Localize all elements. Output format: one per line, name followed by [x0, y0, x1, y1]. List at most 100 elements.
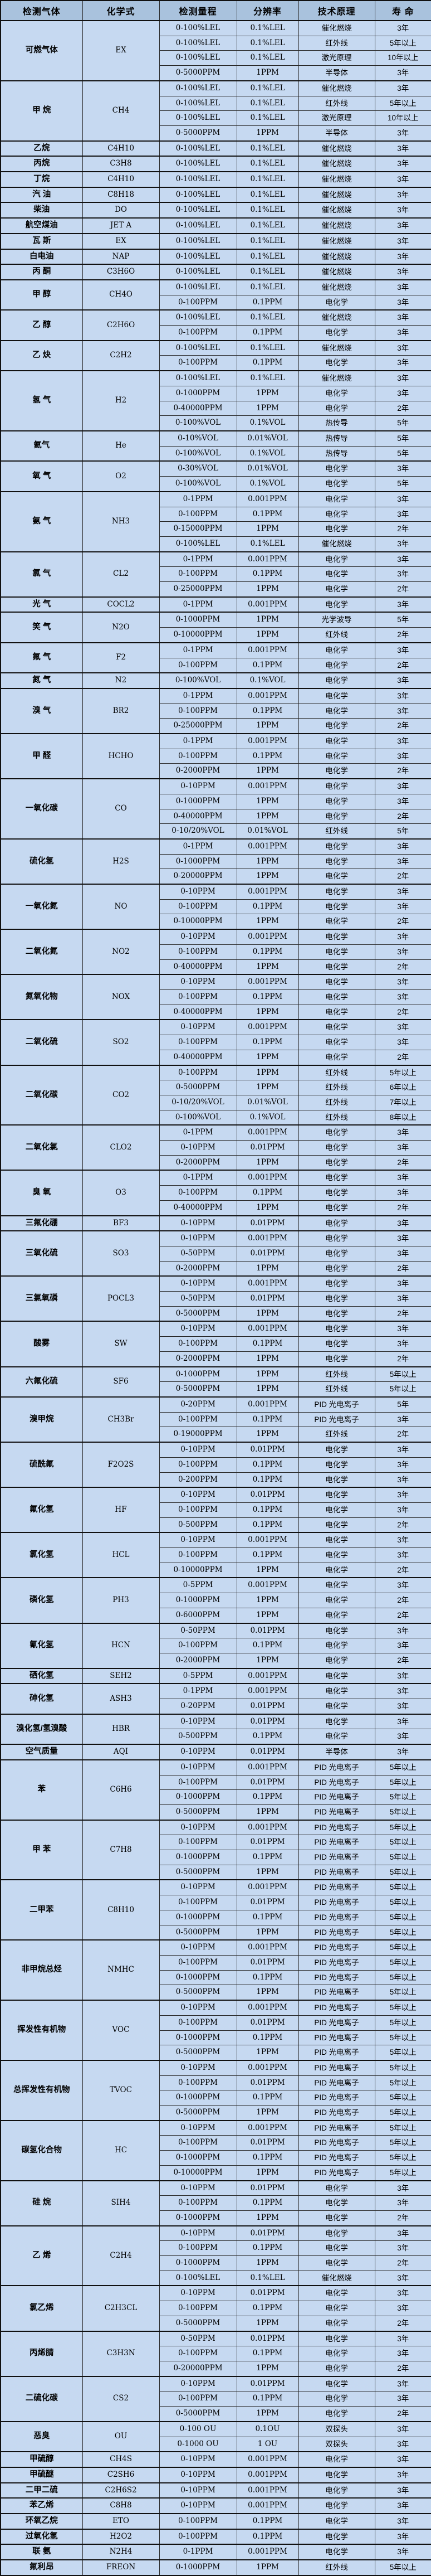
chemical-formula-cell: N2	[82, 672, 160, 689]
resolution-cell: 0.1PPM	[236, 2090, 299, 2106]
chemical-formula-cell: C2H3CL	[82, 2285, 160, 2332]
range-cell: 0-5000PPM	[159, 1306, 237, 1322]
principle-cell: PID 光电离子	[298, 2059, 375, 2076]
principle-cell: 电化学	[298, 2240, 375, 2257]
gas-name-cell: 白电油	[0, 248, 83, 265]
chemical-formula-cell: CH4O	[82, 279, 160, 311]
range-cell: 0-10PPM	[159, 2059, 237, 2076]
principle-cell: 催化燃烧	[298, 20, 375, 36]
principle-cell: PID 光电离子	[298, 1774, 375, 1791]
range-cell: 0-10PPM	[159, 2119, 237, 2136]
resolution-cell: 0.01PPM	[236, 1955, 299, 1971]
range-cell: 0-5000PPM	[159, 2105, 237, 2121]
lifespan-cell: 3年	[374, 2330, 431, 2347]
principle-cell: 电化学	[298, 763, 375, 779]
resolution-cell: 0.001PPM	[236, 1667, 299, 1684]
chemical-formula-cell: POCL3	[82, 1275, 160, 1322]
table-row: 0-20PPM 0.01PPM 电化学 3年	[1, 1699, 431, 1715]
principle-cell: PID 光电离子	[298, 1396, 375, 1413]
resolution-cell: 0.01PPM	[236, 2135, 299, 2151]
resolution-cell: 0.001PPM	[236, 687, 299, 704]
table-row: 0-100%VOL 0.1%VOL 热传导 5年	[1, 415, 431, 431]
lifespan-cell: 3年	[374, 1291, 431, 1307]
resolution-cell: 0.1PPM	[236, 506, 299, 522]
range-cell: 0-1PPM	[159, 596, 237, 613]
lifespan-cell: 3年	[374, 778, 431, 794]
principle-cell: 电化学	[298, 596, 375, 613]
lifespan-cell: 3年	[374, 1638, 431, 1653]
resolution-cell: 0.001PPM	[236, 2497, 299, 2514]
table-row: 砷化氢 ASH3 0-1PPM 0.001PPM 电化学 3年	[0, 1683, 431, 1715]
range-cell: 0-5000PPM	[159, 1804, 237, 1821]
resolution-cell: 1PPM	[236, 1351, 299, 1367]
table-row: 0-100PPM 0.1PPM 电化学 3年	[1, 1035, 431, 1050]
table-row: 甲 醇 CH4O 0-100%LEL 0.1%LEL 催化燃烧 3年	[0, 279, 431, 311]
lifespan-cell: 5年以上	[374, 2015, 431, 2031]
table-row: 0-100%LEL 0.1%LEL 激光原理 10年以上	[1, 110, 431, 126]
table-row: 0-100PPM 0.1PPM 电化学 3年	[1, 1547, 431, 1563]
lifespan-cell: 5年以上	[374, 2075, 431, 2091]
chemical-formula-cell: OU	[82, 2420, 160, 2452]
table-row: 恶臭 OU 0-100 OU 0.1OU 双探头 3年	[0, 2420, 431, 2452]
table-row: 0-5000PPM 1PPM PID 光电离子 5年以上	[1, 1924, 431, 1941]
table-row: 联 氨 N2H4 0-1PPM 0.001PPM 电化学 3年	[0, 2544, 431, 2560]
gas-name-cell: 三氧化硫	[0, 1230, 83, 1277]
table-row: 0-500PPM 0.1PPM 电化学 2年	[1, 1517, 431, 1533]
range-cell: 0-100PPM	[159, 2240, 237, 2257]
chemical-formula-cell: H2O2	[82, 2528, 160, 2545]
gas-name-cell: 可燃气体	[0, 20, 83, 81]
gas-name-cell: 氟化氢	[0, 1487, 83, 1533]
range-cell: 0-40000PPM	[159, 400, 237, 416]
lifespan-cell: 3年	[374, 974, 431, 991]
resolution-cell: 1PPM	[236, 763, 299, 779]
resolution-cell: 0.001PPM	[236, 929, 299, 945]
range-cell: 0-2000PPM	[159, 1260, 237, 1277]
range-cell: 0-100PPM	[159, 294, 237, 311]
lifespan-cell: 5年以上	[374, 1774, 431, 1791]
lifespan-cell: 5年以上	[374, 1064, 431, 1081]
range-cell: 0-100PPM	[159, 1547, 237, 1563]
table-row: 臭 氧 O3 0-1PPM 0.001PPM 电化学 3年	[0, 1170, 431, 1216]
chemical-formula-cell: BF3	[82, 1215, 160, 1231]
resolution-cell: 0.1PPM	[236, 1336, 299, 1352]
resolution-cell: 0.1PPM	[236, 1457, 299, 1473]
table-row: 0-10000PPM 1PPM 电化学 2年	[1, 914, 431, 930]
column-header-5: 寿 命	[374, 0, 431, 21]
range-cell: 0-1000PPM	[159, 612, 237, 628]
principle-cell: 电化学	[298, 2315, 375, 2332]
table-row: 0-5000PPM 1PPM 红外线 6年以上	[1, 1080, 431, 1095]
lifespan-cell: 3年	[374, 2513, 431, 2530]
table-row: 0-100PPM 0.01PPM PID 光电离子 5年以上	[1, 1895, 431, 1910]
principle-cell: PID 光电离子	[298, 1850, 375, 1865]
resolution-cell: 0.001PPM	[236, 642, 299, 658]
principle-cell: 电化学	[298, 1562, 375, 1578]
gas-name-cell: 氧 气	[0, 460, 83, 492]
range-cell: 0-10000PPM	[159, 914, 237, 930]
lifespan-cell: 3年	[374, 279, 431, 295]
resolution-cell: 0.001PPM	[236, 1124, 299, 1141]
lifespan-cell: 2年	[374, 808, 431, 824]
principle-cell: 电化学	[298, 2497, 375, 2514]
resolution-cell: 0.1%LEL	[236, 80, 299, 96]
resolution-cell: 1PPM	[236, 2315, 299, 2332]
resolution-cell: 0.001PPM	[236, 1532, 299, 1549]
table-row: 0-2000PPM 1PPM 电化学 2年	[1, 1652, 431, 1669]
lifespan-cell: 5年以上	[374, 1789, 431, 1805]
column-header-3: 分辨率	[236, 0, 299, 21]
principle-cell: PID 光电离子	[298, 1864, 375, 1880]
range-cell: 0-100%LEL	[159, 264, 237, 280]
resolution-cell: 1PPM	[236, 1200, 299, 1216]
lifespan-cell: 2年	[374, 2406, 431, 2422]
resolution-cell: 0.01PPM	[236, 1140, 299, 1156]
range-cell: 0-10PPM	[159, 2451, 237, 2468]
lifespan-cell: 3年	[374, 2544, 431, 2560]
range-cell: 0-15000PPM	[159, 521, 237, 537]
range-cell: 0-1000PPM	[159, 1969, 237, 1986]
range-cell: 0-1PPM	[159, 551, 237, 567]
resolution-cell: 1PPM	[236, 521, 299, 537]
principle-cell: PID 光电离子	[298, 1804, 375, 1821]
range-cell: 0-10PPM	[159, 2000, 237, 2016]
table-row: 0-10PPM 0.01PPM 电化学 3年	[1, 1140, 431, 1156]
table-row: 二甲苯 C8H10 0-10PPM 0.001PPM PID 光电离子 5年以上	[0, 1879, 431, 1941]
resolution-cell: 1PPM	[236, 1049, 299, 1066]
